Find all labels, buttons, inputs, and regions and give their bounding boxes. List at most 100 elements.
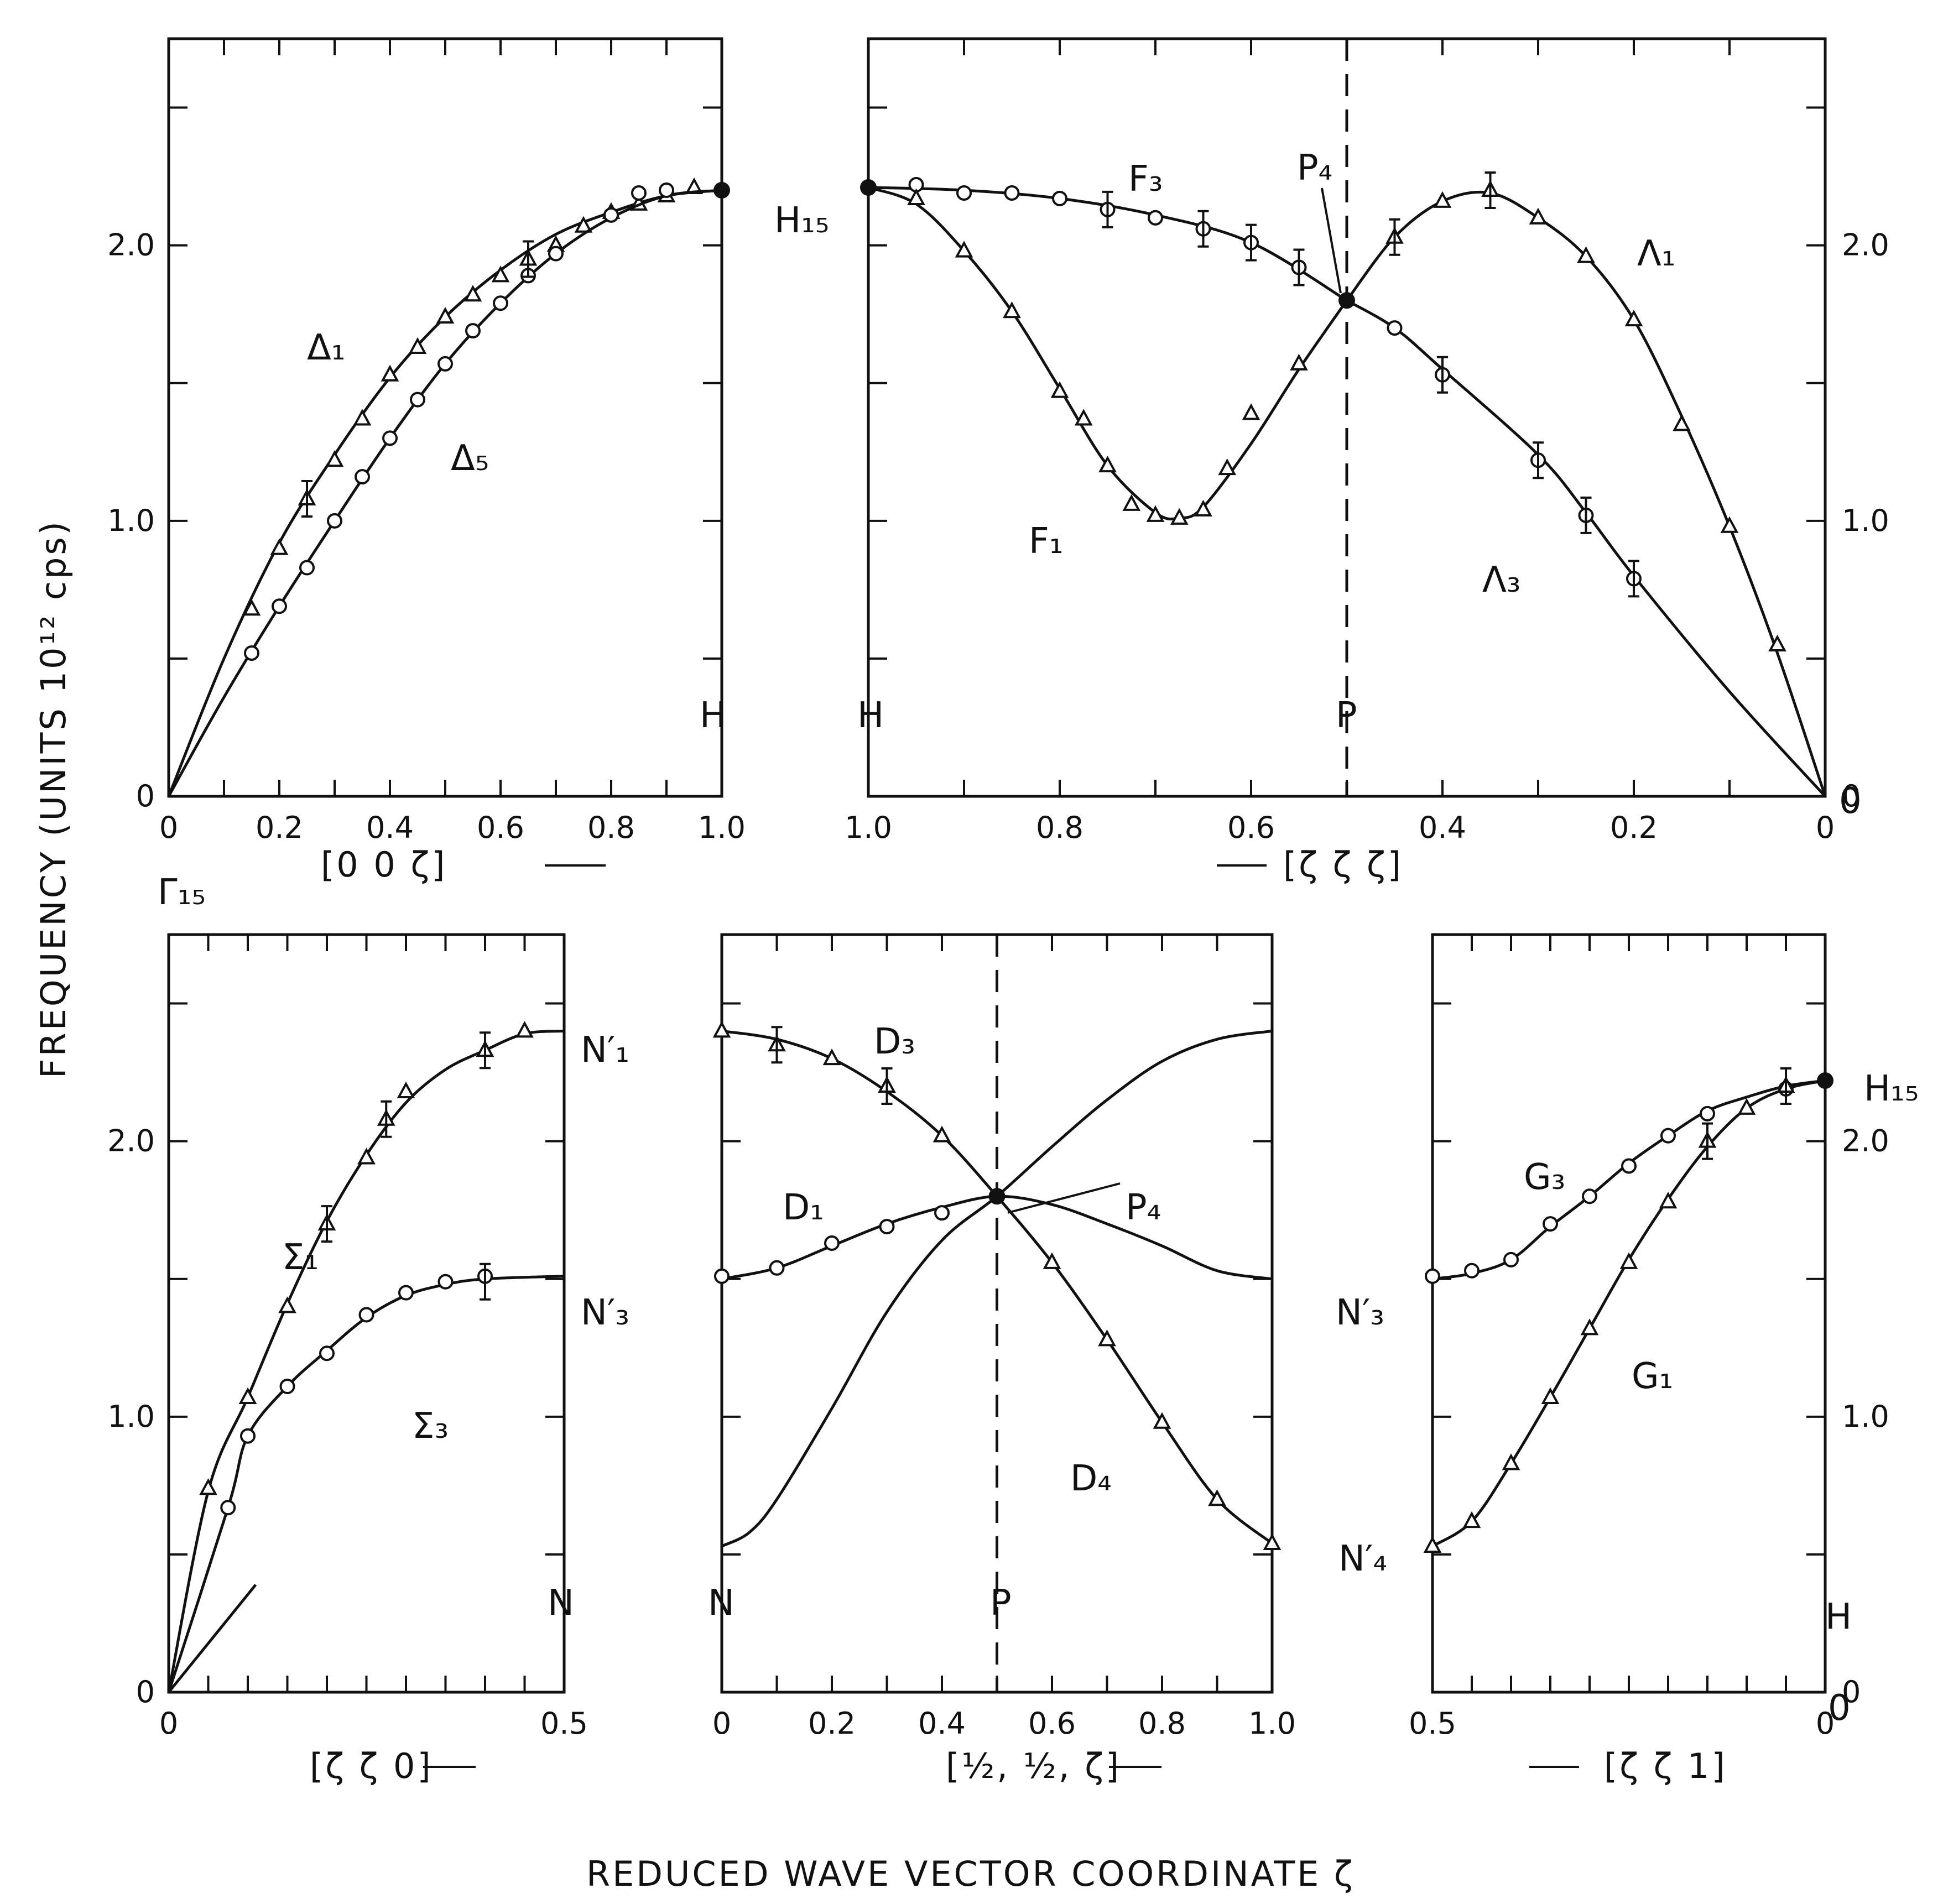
label-F3: F₃ <box>1128 159 1163 200</box>
label-p110-N: N <box>548 1583 574 1624</box>
label-pNP-N: N <box>708 1583 735 1624</box>
y-tick-label: 0 <box>1842 779 1861 813</box>
data-point-circle <box>279 1379 295 1395</box>
special-point-p111 <box>1338 292 1355 309</box>
data-point-triangle <box>1263 1533 1282 1550</box>
panel-p110: 0 0.5 0 1.0 2.0 <box>107 933 588 1741</box>
y-tick-label: 0 <box>136 1675 155 1709</box>
curve-p100-0 <box>167 189 722 797</box>
data-point-triangle <box>1502 1453 1520 1470</box>
y-tick-label: 2.0 <box>107 228 155 263</box>
data-point-triangle <box>238 1387 257 1404</box>
data-point-triangle <box>463 285 482 302</box>
data-point-triangle <box>381 364 399 382</box>
pointer-p111-P4 <box>1321 187 1342 294</box>
curve-p111-3 <box>1346 299 1826 797</box>
direction-label-half-half-z: [½, ½, ζ] <box>946 1746 1121 1786</box>
data-point-triangle <box>1218 458 1237 476</box>
data-point-triangle <box>1194 499 1212 517</box>
data-point-circle <box>659 182 674 198</box>
direction-label-zzz: [ζ ζ ζ] <box>1283 844 1403 885</box>
y-tick-label: 1.0 <box>107 1399 155 1434</box>
data-point-circle <box>1621 1158 1637 1174</box>
x-tick-label: 0 <box>159 810 178 845</box>
data-point-triangle <box>933 1125 951 1143</box>
data-point-circle <box>299 560 315 576</box>
data-point-triangle <box>325 450 344 467</box>
label-N1prime: N′₁ <box>581 1030 629 1071</box>
data-point-circle <box>355 469 370 485</box>
data-point-triangle <box>1098 455 1117 473</box>
y-tick-label: 0 <box>1842 1675 1861 1709</box>
data-point-circle <box>1464 1263 1480 1279</box>
panel-p100: 0 0.2 0.4 0.6 0.8 1.0 0 1.0 2.0 <box>107 37 746 845</box>
data-point-circle <box>327 513 342 529</box>
data-point-triangle <box>1768 634 1786 651</box>
x-tick-label: 0.6 <box>477 810 524 845</box>
x-tick-label: 0 <box>159 1706 178 1741</box>
data-point-triangle <box>1074 409 1093 426</box>
data-point-triangle <box>1580 1318 1599 1336</box>
label-p111-zero: 0 <box>1839 781 1862 822</box>
x-tick-label: 0.8 <box>1138 1706 1186 1741</box>
label-p111-P: P <box>1336 695 1357 736</box>
special-point-p111 <box>860 179 877 196</box>
data-point-circle <box>272 598 287 614</box>
data-point-triangle <box>1529 207 1548 225</box>
data-point-circle <box>824 1235 840 1251</box>
data-point-circle <box>1052 190 1067 206</box>
data-point-triangle <box>1541 1387 1560 1404</box>
x-tick-label: 1.0 <box>1248 1706 1296 1741</box>
label-G1: G₁ <box>1632 1356 1673 1397</box>
data-point-circle <box>398 1285 414 1301</box>
data-point-circle <box>934 1205 950 1221</box>
curve-pNH-1 <box>1431 1079 1826 1548</box>
x-tick-label: 1.0 <box>845 810 892 845</box>
label-D4: D₄ <box>1070 1458 1112 1499</box>
data-point-circle <box>1004 185 1020 201</box>
data-point-triangle <box>1462 1511 1481 1529</box>
data-point-circle <box>382 430 398 446</box>
label-sigma1: Σ₁ <box>282 1237 319 1278</box>
data-point-triangle <box>1098 1329 1116 1347</box>
data-point-triangle <box>1577 246 1595 263</box>
data-point-triangle <box>397 1081 415 1098</box>
x-axis-title: REDUCED WAVE VECTOR COORDINATE ζ <box>586 1854 1355 1894</box>
data-point-circle <box>1425 1268 1440 1284</box>
y-tick-label: 2.0 <box>107 1124 155 1159</box>
label-sigma3: Σ₃ <box>412 1406 449 1447</box>
x-tick-label: 0.5 <box>1409 1706 1456 1741</box>
data-point-circle <box>548 246 564 262</box>
data-point-triangle <box>1720 516 1739 533</box>
data-point-circle <box>493 295 508 311</box>
data-point-triangle <box>712 1021 731 1038</box>
x-tick-label: 1.0 <box>698 810 746 845</box>
label-p100-H: H <box>700 695 726 736</box>
special-point-pNP <box>988 1188 1006 1205</box>
data-point-triangle <box>278 1296 296 1313</box>
data-point-circle <box>1543 1216 1558 1232</box>
data-point-triangle <box>1043 1252 1061 1269</box>
data-point-triangle <box>1433 191 1452 208</box>
y-tick-label: 1.0 <box>1842 1399 1889 1434</box>
label-pNH-H: H <box>1825 1597 1852 1637</box>
x-tick-label: 0 <box>712 1706 731 1741</box>
label-N3prime-left: N′₃ <box>581 1292 629 1333</box>
pointer-pNP-P4 <box>1007 1182 1121 1214</box>
data-point-circle <box>714 1268 730 1284</box>
data-point-circle <box>465 323 481 339</box>
data-point-triangle <box>822 1048 841 1066</box>
data-point-circle <box>1503 1251 1519 1267</box>
data-point-triangle <box>491 265 510 283</box>
label-lambda1: Λ₁ <box>1637 233 1675 274</box>
data-point-circle <box>603 207 619 223</box>
x-tick-label: 0.4 <box>918 1706 966 1741</box>
special-point-pNH <box>1817 1072 1833 1089</box>
label-delta1: Δ₁ <box>307 327 345 368</box>
label-F1: F₁ <box>1029 521 1063 562</box>
label-p111-P4: P₄ <box>1297 148 1332 189</box>
direction-label-zz1: [ζ ζ 1] <box>1604 1746 1727 1786</box>
data-point-triangle <box>955 241 973 258</box>
label-pNH-H15: H₁₅ <box>1864 1068 1919 1109</box>
